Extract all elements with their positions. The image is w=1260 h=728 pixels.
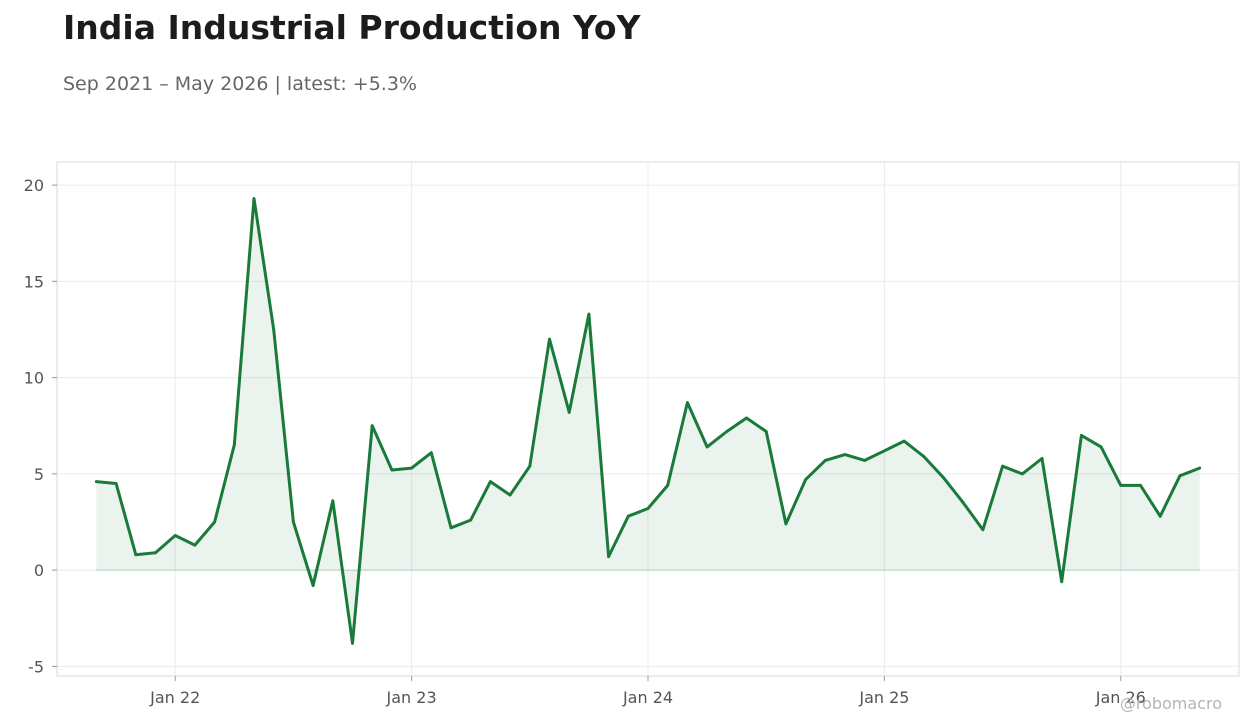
- data-point: [193, 543, 197, 547]
- data-point: [252, 197, 256, 201]
- chart-title: India Industrial Production YoY: [63, 8, 641, 47]
- data-point: [292, 520, 295, 524]
- data-point: [843, 453, 847, 456]
- data-point: [784, 522, 788, 526]
- data-point: [489, 480, 492, 483]
- series-area: [96, 198, 1200, 644]
- data-point: [370, 424, 374, 428]
- data-point: [823, 459, 827, 462]
- data-point: [331, 499, 335, 503]
- data-point: [705, 445, 709, 449]
- data-point: [981, 528, 985, 532]
- y-tick-label: 5: [34, 465, 44, 484]
- data-point: [390, 468, 394, 472]
- data-point: [528, 464, 532, 468]
- data-point: [469, 518, 473, 522]
- data-point: [587, 312, 591, 316]
- data-point: [883, 449, 886, 453]
- data-point: [567, 410, 571, 414]
- data-point: [351, 641, 354, 645]
- data-point: [154, 551, 157, 555]
- data-point: [804, 478, 807, 481]
- data-point: [902, 439, 906, 443]
- data-point: [1139, 484, 1142, 487]
- data-point: [95, 480, 98, 483]
- x-tick-label: Jan 26: [1095, 688, 1146, 707]
- data-point: [1020, 472, 1024, 476]
- x-tick-label: Jan 23: [386, 688, 437, 707]
- data-point: [922, 455, 926, 458]
- data-point: [449, 526, 453, 530]
- x-tick-label: Jan 22: [149, 688, 200, 707]
- data-point: [1158, 514, 1162, 518]
- data-point: [942, 476, 945, 480]
- data-point: [1178, 474, 1182, 478]
- data-point: [863, 459, 867, 462]
- y-tick-label: -5: [28, 657, 44, 676]
- x-tick-label: Jan 25: [858, 688, 909, 707]
- data-point: [725, 430, 729, 433]
- y-tick-label: 15: [24, 272, 44, 291]
- data-point: [232, 443, 236, 447]
- chart-subtitle: Sep 2021 – May 2026 | latest: +5.3%: [63, 73, 417, 95]
- data-point: [213, 520, 217, 524]
- data-point: [961, 501, 965, 505]
- y-tick-label: 0: [34, 561, 44, 580]
- data-point: [1080, 434, 1083, 437]
- data-point: [508, 493, 512, 497]
- data-point: [1099, 445, 1103, 449]
- data-point: [311, 584, 315, 587]
- data-point: [548, 337, 551, 341]
- watermark: @robomacro: [1119, 694, 1222, 713]
- y-tick-label: 10: [24, 369, 44, 388]
- data-point: [1119, 484, 1123, 487]
- data-point: [1040, 457, 1044, 460]
- data-point: [646, 507, 650, 510]
- data-point: [1198, 466, 1201, 470]
- data-point: [686, 401, 689, 404]
- x-tick-label: Jan 24: [622, 688, 673, 707]
- data-point: [1060, 580, 1064, 584]
- data-point: [764, 430, 768, 433]
- data-point: [666, 484, 670, 487]
- data-point: [114, 482, 118, 485]
- data-point: [626, 514, 630, 518]
- data-point: [173, 534, 177, 537]
- data-point: [607, 555, 610, 558]
- data-point: [272, 328, 276, 331]
- data-point: [134, 553, 138, 557]
- y-tick-label: 20: [24, 176, 44, 195]
- data-point: [410, 466, 413, 470]
- data-point: [1001, 464, 1004, 468]
- data-point: [429, 451, 433, 455]
- data-point: [745, 416, 748, 420]
